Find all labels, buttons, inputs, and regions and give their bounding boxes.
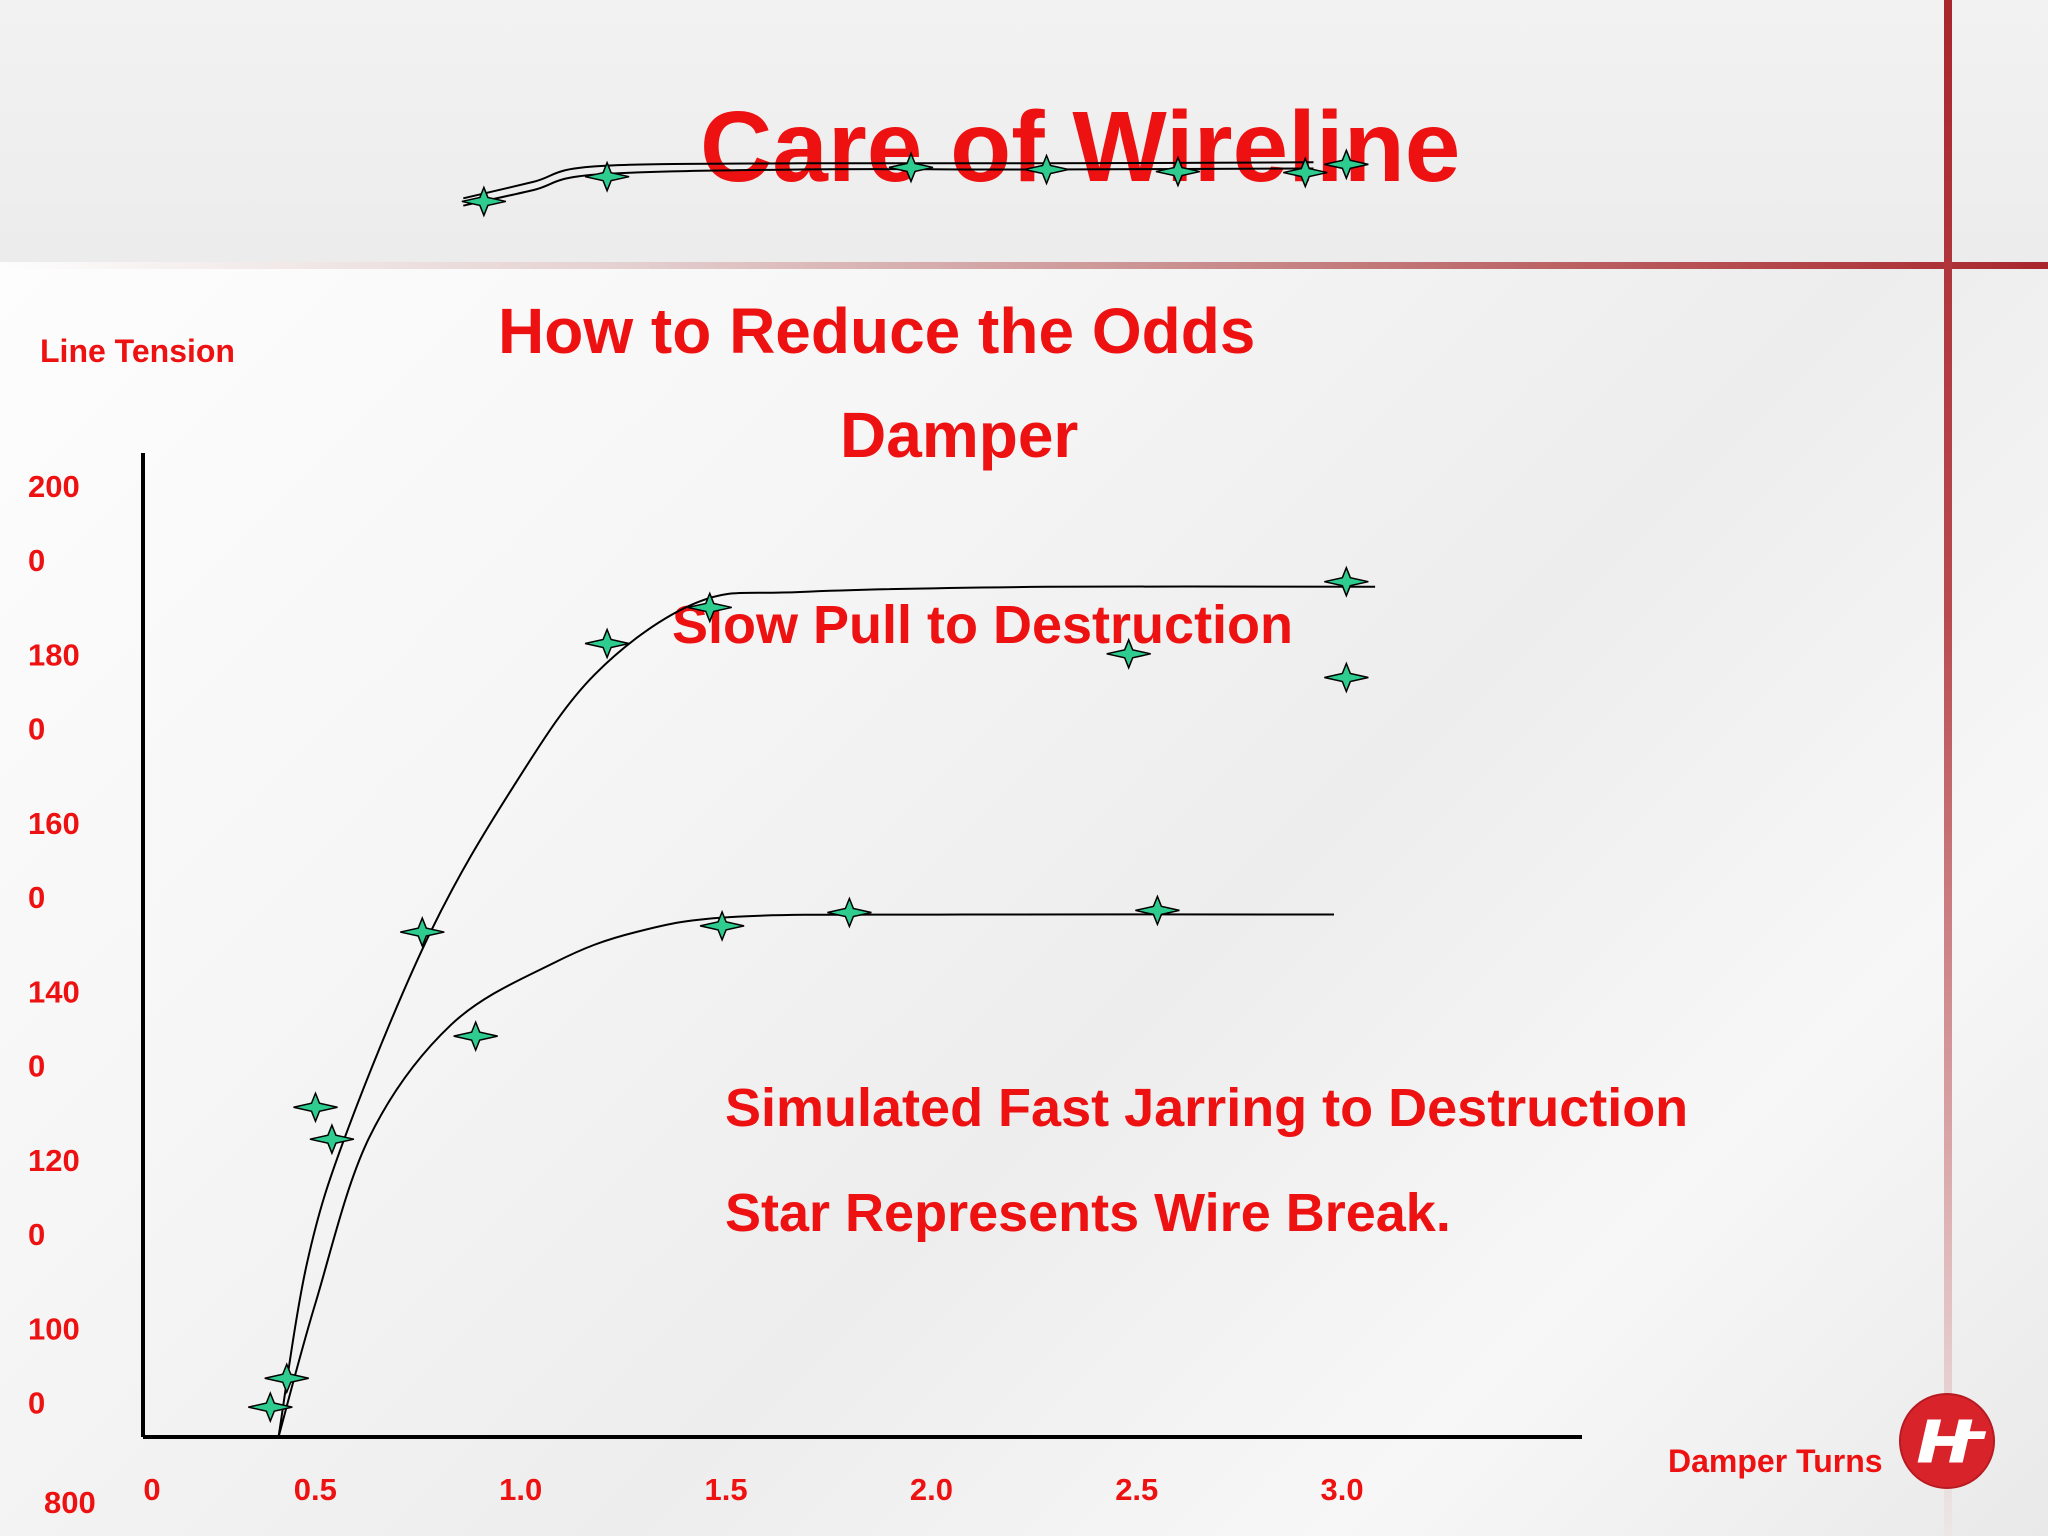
wire-break-star-icon: [888, 151, 934, 184]
wire-break-star-icon: [699, 909, 745, 942]
wire-break-star-icon: [248, 1391, 293, 1424]
y-tick-label: 140: [28, 975, 80, 1010]
wire-break-star-icon: [1324, 148, 1369, 181]
y-tick-label-zero: 0: [28, 880, 45, 915]
y-tick-label: 100: [28, 1312, 80, 1347]
label-fast-jarring: Simulated Fast Jarring to Destruction: [725, 1078, 1689, 1138]
wire-break-star-icon: [309, 1123, 355, 1156]
slide-title: Care of Wireline: [700, 91, 1461, 203]
wire-break-star-icon: [293, 1091, 338, 1124]
y-tick-label-zero: 0: [28, 543, 45, 578]
wire-break-star-icon: [1024, 153, 1069, 186]
y-tick-label: 800: [44, 1485, 96, 1520]
y-tick-label: 180: [28, 638, 80, 673]
y-axis-title: Line Tension: [40, 333, 235, 369]
curve-series-1-1: [463, 167, 1314, 207]
wire-break-star-icon: [1324, 565, 1369, 598]
label-slow-pull: Slow Pull to Destruction: [672, 595, 1294, 655]
note-star-break: Star Represents Wire Break.: [725, 1183, 1451, 1243]
x-axis-title: Damper Turns: [1668, 1443, 1883, 1479]
curves-group: [277, 161, 1376, 1438]
y-tick-label-zero: 0: [28, 1049, 45, 1084]
wire-break-star-icon: [1135, 894, 1180, 927]
x-tick-label: 2.0: [910, 1472, 953, 1507]
wire-break-star-icon: [584, 627, 630, 660]
wire-break-star-icon: [1106, 637, 1151, 670]
y-tick-label-zero: 0: [28, 1217, 45, 1252]
wire-break-star-icon: [264, 1362, 309, 1395]
curve-series-2-1: [277, 585, 1376, 1438]
y-tick-label: 160: [28, 806, 80, 841]
y-tick-label: 120: [28, 1143, 80, 1178]
x-tick-label: 0: [143, 1472, 160, 1507]
x-tick-label: 1.0: [499, 1472, 542, 1507]
y-tick-label-zero: 0: [28, 712, 45, 747]
x-tick-labels: 0 0.5 1.0 1.5 2.0 2.5 3.0: [143, 1472, 1363, 1507]
subtitle-damper: Damper: [840, 399, 1079, 471]
x-tick-label: 3.0: [1321, 1472, 1364, 1507]
y-tick-label-zero: 0: [28, 1386, 45, 1421]
wire-break-star-icon: [453, 1020, 498, 1053]
wire-break-star-icon: [400, 916, 445, 949]
title-band: [0, 0, 2048, 262]
break-markers-group: [248, 148, 1369, 1424]
wire-break-star-icon: [584, 160, 630, 193]
divider-vertical: [1944, 0, 1952, 1536]
subtitle-how-to-reduce: How to Reduce the Odds: [498, 295, 1256, 367]
wire-break-star-icon: [687, 591, 732, 624]
y-tick-labels: 200 0 180 0 160 0 140 0 120 0 100 0 800: [28, 469, 96, 1520]
wire-break-star-icon: [461, 185, 507, 218]
x-tick-label: 2.5: [1115, 1472, 1158, 1507]
x-tick-label: 1.5: [704, 1472, 747, 1507]
wire-break-star-icon: [1324, 661, 1369, 694]
curve-series-3-1: [277, 913, 1335, 1438]
wire-break-star-icon: [1283, 156, 1328, 189]
curve-series-1-2: [463, 161, 1314, 200]
x-tick-label: 0.5: [294, 1472, 337, 1507]
wire-break-star-icon: [827, 896, 872, 929]
company-logo-icon: [1898, 1392, 1996, 1490]
divider-horizontal: [0, 262, 2048, 269]
wire-break-star-icon: [1155, 155, 1201, 188]
y-tick-label: 200: [28, 469, 80, 504]
